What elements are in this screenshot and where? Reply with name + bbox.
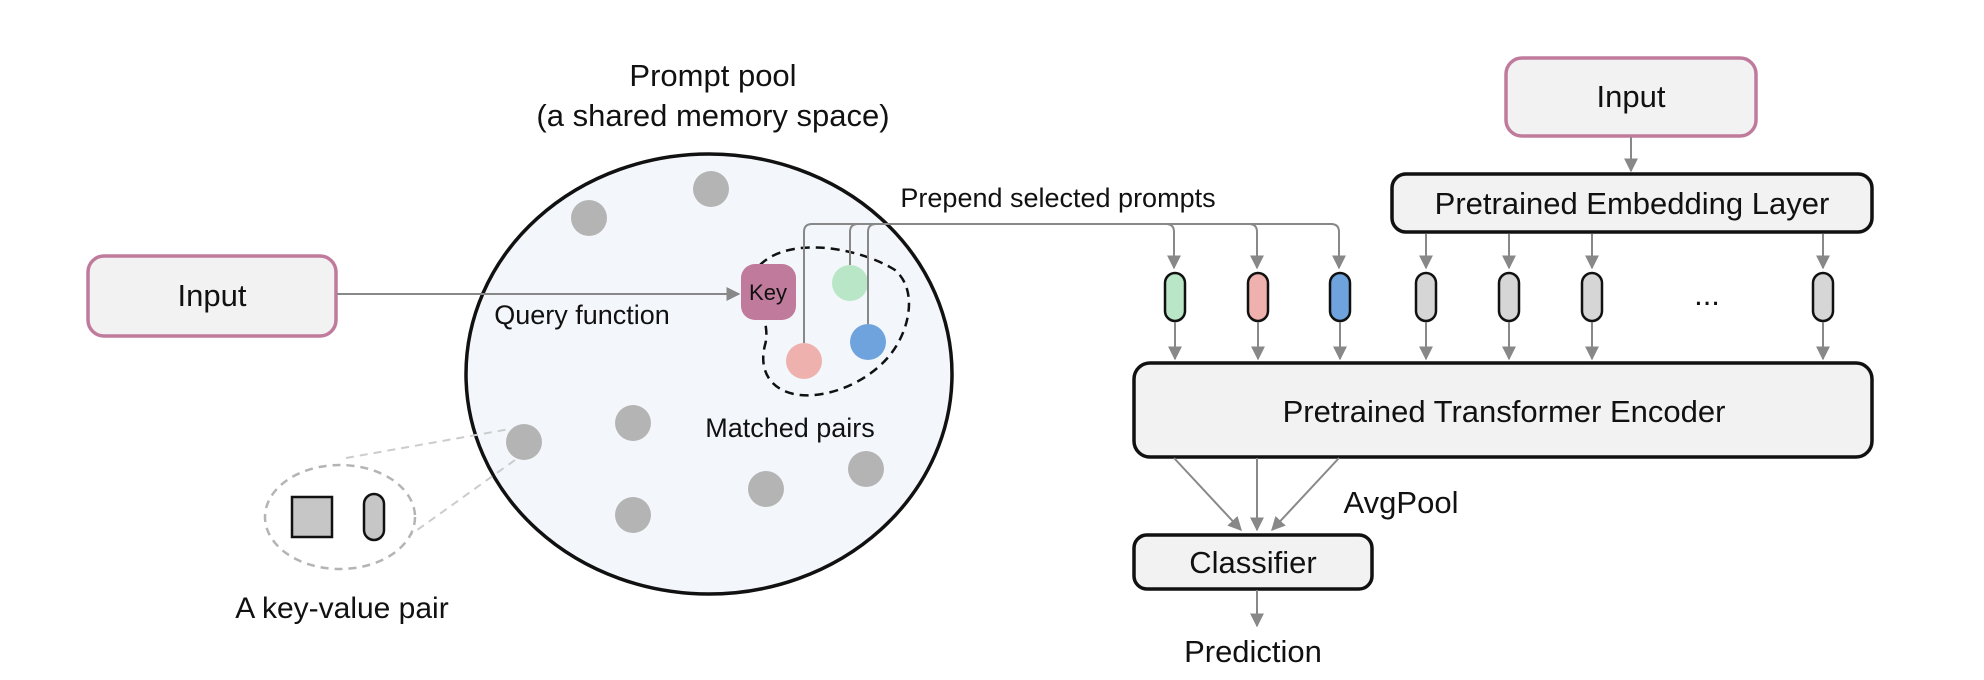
prompt-green-circle: [832, 265, 868, 301]
prompt-pool-subtitle: (a shared memory space): [536, 98, 889, 133]
prompt-token-green: [1163, 271, 1187, 323]
input-token: [1580, 271, 1604, 323]
matched-pairs-label: Matched pairs: [705, 413, 875, 443]
prediction-label: Prediction: [1184, 634, 1322, 669]
embedding-to-token-arrows: [1419, 234, 1830, 270]
key-square-icon: [290, 495, 334, 539]
key-label: Key: [749, 280, 787, 305]
prompt-pink-circle: [786, 343, 822, 379]
token-ellipsis: ...: [1694, 277, 1720, 312]
pool-prompt: [748, 471, 784, 507]
transformer-encoder-box: [1132, 361, 1874, 459]
prompt-token-blue: [1328, 271, 1352, 323]
pool-prompt: [615, 405, 651, 441]
input-left-label: Input: [178, 278, 247, 313]
classifier-box: [1132, 533, 1374, 591]
pool-prompt: [848, 451, 884, 487]
classifier-label: Classifier: [1189, 545, 1316, 580]
input-box-right: [1504, 56, 1758, 138]
route-blue: [867, 223, 1346, 324]
avgpool-arrows: [1173, 457, 1340, 532]
pool-prompts: [506, 171, 884, 533]
query-function-label: Query function: [494, 300, 670, 330]
avgpool-label: AvgPool: [1344, 485, 1459, 520]
input-token: [1414, 271, 1438, 323]
pool-prompt: [693, 171, 729, 207]
embedding-layer-box: [1390, 172, 1874, 234]
prepend-label: Prepend selected prompts: [900, 183, 1215, 213]
input-right-label: Input: [1597, 79, 1666, 114]
key-box: [741, 264, 796, 320]
pool-prompt: [571, 200, 607, 236]
prepend-routing: [803, 223, 1346, 343]
avgpool-arrow: [1271, 457, 1340, 532]
token-sequence: [1163, 271, 1835, 323]
avgpool-arrow: [1173, 457, 1242, 532]
prompt-blue-circle: [850, 324, 886, 360]
transformer-encoder-label: Pretrained Transformer Encoder: [1283, 394, 1726, 429]
input-token: [1497, 271, 1521, 323]
prompt-token-pink: [1246, 271, 1270, 323]
value-pill-icon: [362, 492, 386, 542]
input-token: [1811, 271, 1835, 323]
pool-prompt: [506, 424, 542, 460]
prompt-pool: [464, 152, 954, 596]
key-value-pair-zoom: [263, 463, 417, 571]
pool-prompt: [615, 497, 651, 533]
key-value-pair-label: A key-value pair: [235, 592, 448, 625]
prompt-pool-title: Prompt pool: [629, 58, 796, 93]
token-to-encoder-arrows: [1168, 322, 1830, 361]
zoom-line-bottom: [405, 459, 516, 539]
input-box-left: [86, 254, 338, 338]
embedding-layer-label: Pretrained Embedding Layer: [1435, 186, 1830, 221]
